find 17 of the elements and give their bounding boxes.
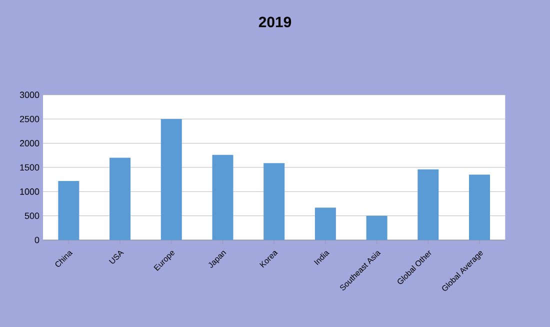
bar [160,119,182,240]
bar [468,174,490,240]
bar [366,216,388,240]
y-tick-label: 1500 [20,164,40,171]
bar [418,169,439,240]
chart-title: 2019 [258,16,292,28]
y-tick-label: 0 [34,236,40,244]
bar [314,208,336,240]
y-tick-label: 2500 [20,116,40,122]
bar [212,154,234,240]
y-tick-label: 3000 [20,92,40,98]
y-tick-label: 500 [24,212,40,219]
bar [264,163,285,240]
y-tick-label: 2000 [20,140,40,146]
bar [110,158,131,240]
bar [58,180,80,240]
y-tick-label: 1000 [20,188,40,195]
